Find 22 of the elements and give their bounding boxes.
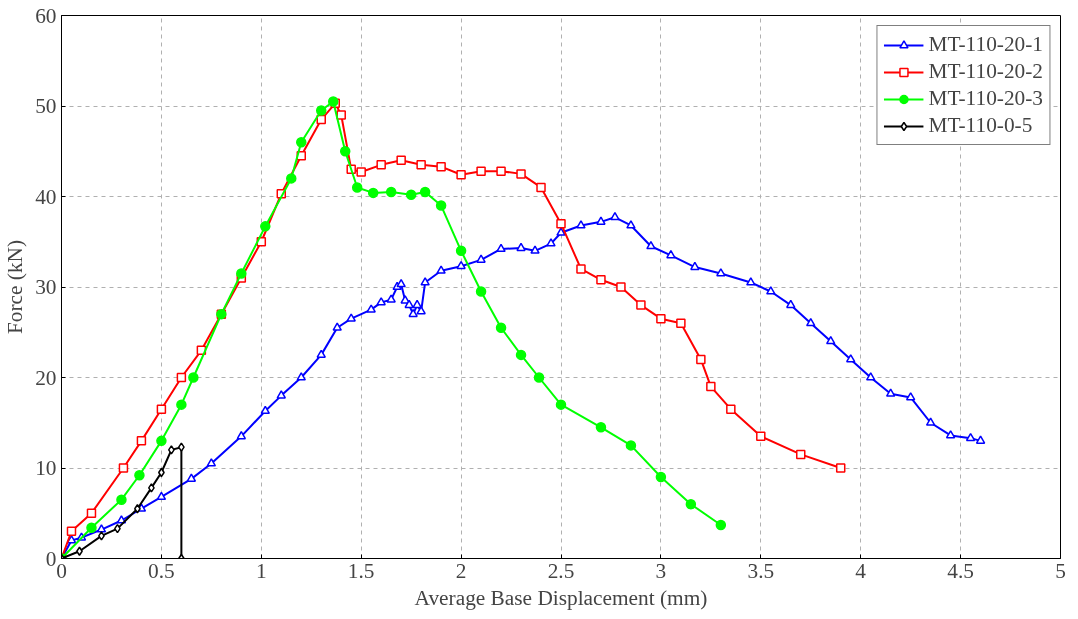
x-tick-label: 4.5 (947, 558, 974, 583)
legend-label: MT-110-20-1 (928, 32, 1043, 57)
y-axis-title: Force (kN) (3, 239, 28, 335)
y-tick-label: 30 (35, 275, 57, 299)
y-tick-label: 40 (35, 184, 57, 209)
y-tick-label: 60 (35, 3, 57, 28)
y-tick-label: 20 (35, 365, 57, 390)
legend-label: MT-110-20-2 (928, 59, 1043, 84)
legend-label: MT-110-0-5 (928, 113, 1033, 138)
x-tick-label: 3.5 (747, 558, 775, 583)
legend-label: MT-110-20-3 (928, 86, 1043, 111)
x-tick-label: 1.5 (347, 558, 375, 583)
y-tick-label: 50 (35, 94, 57, 118)
x-tick-label: 2 (455, 558, 467, 583)
x-tick-label: 4 (855, 558, 867, 583)
x-tick-label: 3 (655, 558, 667, 583)
x-axis-title: Average Base Displacement (mm) (414, 585, 708, 610)
x-tick-label: 5 (1055, 558, 1066, 583)
x-tick-label: 2.5 (547, 558, 575, 583)
x-tick-label: 0.5 (148, 558, 175, 583)
x-tick-label: 1 (255, 558, 267, 583)
y-tick-label: 10 (35, 456, 57, 480)
